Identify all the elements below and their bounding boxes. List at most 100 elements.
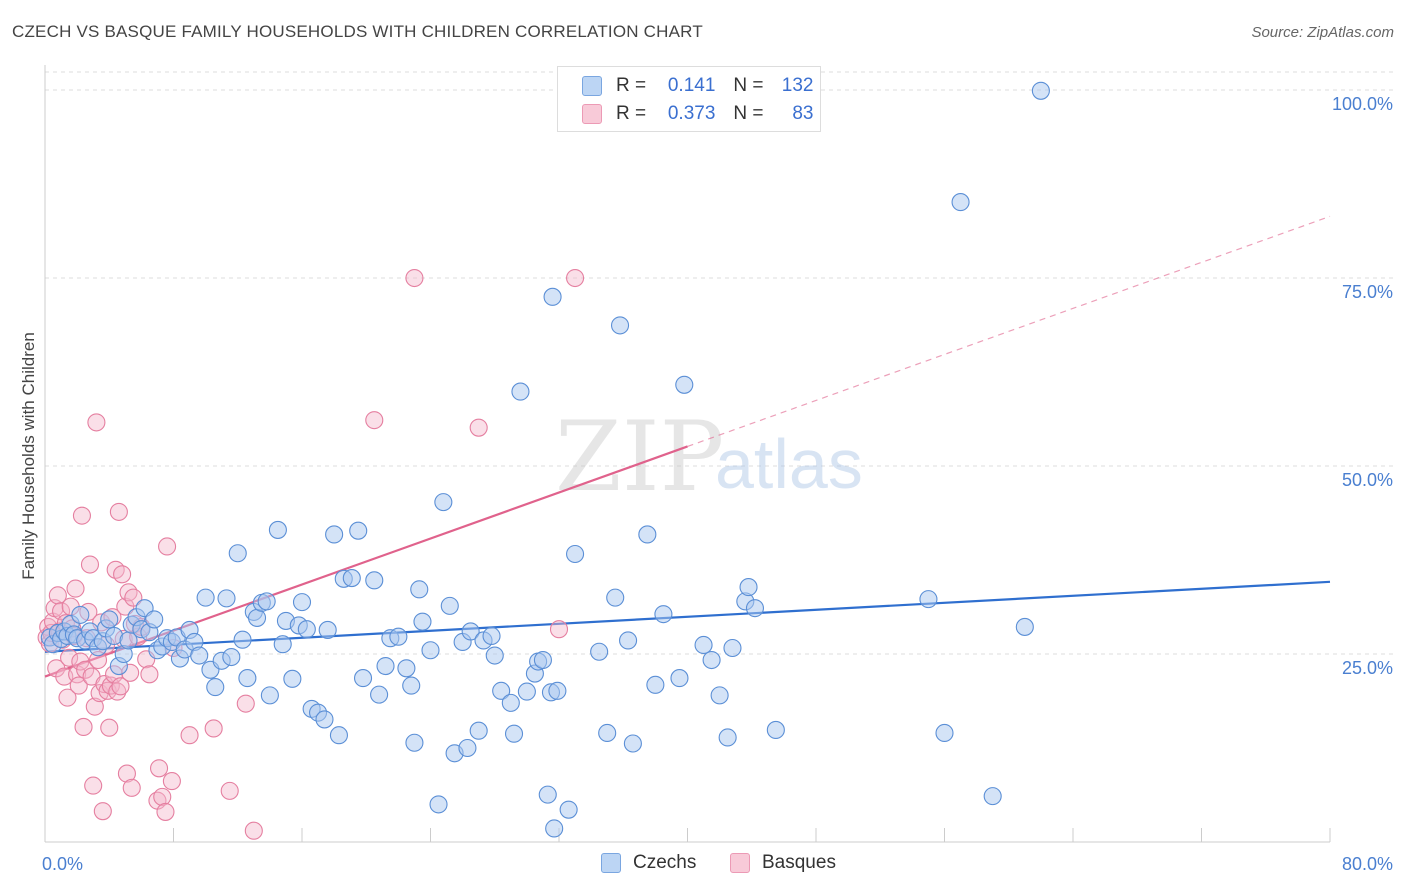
czech-point: [413, 612, 432, 631]
czech-point: [548, 681, 567, 700]
czech-point: [238, 669, 257, 688]
czech-point: [638, 525, 657, 544]
basque-point: [74, 717, 93, 737]
czech-point: [217, 589, 236, 608]
czech-point: [983, 787, 1002, 806]
legend-r-label: R =: [616, 75, 647, 96]
basque-points: [37, 268, 585, 840]
czech-point: [610, 316, 630, 335]
czech-point: [461, 622, 480, 641]
czech-point: [533, 650, 552, 670]
czech-point: [273, 635, 292, 654]
legend-n-value: 132: [781, 75, 814, 96]
y-tick-label: 50.0%: [1342, 470, 1393, 490]
czech-point: [405, 733, 424, 752]
czech-point: [440, 596, 459, 615]
basque-swatch: [582, 104, 602, 124]
basque-point: [158, 537, 177, 556]
legend-item-czechs[interactable]: Czechs: [601, 852, 696, 874]
czech-point: [402, 676, 421, 695]
czech-point: [342, 569, 361, 588]
czech-legend-swatch: [601, 853, 621, 873]
basque-point: [100, 718, 119, 737]
basque-point: [113, 565, 132, 584]
basque-point: [85, 697, 104, 716]
czech-point: [233, 630, 252, 649]
czech-point: [694, 635, 713, 655]
czech-point: [504, 724, 524, 743]
czech-point: [100, 610, 119, 629]
czech-point: [268, 520, 287, 539]
czech-point: [919, 590, 938, 609]
czech-point: [397, 659, 416, 678]
czech-point: [702, 650, 721, 670]
basque-point: [108, 682, 127, 701]
basque-point: [156, 802, 175, 821]
basque-point: [60, 648, 79, 667]
czech-point: [145, 610, 164, 629]
czech-points: [40, 81, 1050, 838]
czech-point: [606, 588, 625, 607]
czech-point: [71, 605, 90, 624]
grid-lines: [45, 71, 1395, 655]
czech-point: [458, 738, 477, 758]
czech-point: [1031, 81, 1050, 100]
czech-point: [365, 571, 384, 590]
czech-point: [501, 693, 520, 712]
czech-point: [228, 544, 247, 563]
basque-legend-swatch: [730, 853, 750, 873]
basque-point: [117, 764, 136, 783]
czech-point: [469, 721, 488, 740]
y-axis-label: Family Households with Children: [19, 332, 38, 580]
czech-point: [434, 493, 453, 512]
czech-point: [598, 723, 617, 743]
series-legend: Czechs Basques: [0, 852, 1406, 878]
czech-trend-solid: [44, 580, 1331, 653]
x-tick-label: 80.0%: [1342, 854, 1393, 874]
basque-point: [365, 411, 384, 430]
czech-point: [349, 521, 368, 540]
czech-point: [670, 669, 689, 688]
legend-item-basques[interactable]: Basques: [730, 852, 836, 874]
basque-point: [76, 660, 95, 679]
correlation-legend: R = 0.141 N = 132 R = 0.373 N = 83: [557, 66, 821, 132]
axes: [44, 65, 1331, 843]
basque-point: [244, 821, 263, 840]
basque-point: [469, 418, 488, 437]
basque-point: [405, 268, 424, 288]
basque-trend-extension: [687, 215, 1331, 448]
czech-point: [206, 678, 225, 697]
legend-n-label: N =: [733, 75, 764, 96]
czech-trend-line: [44, 580, 1331, 653]
czech-point: [511, 382, 530, 401]
basque-point: [220, 781, 239, 800]
czech-point: [646, 675, 665, 694]
basque-point: [111, 677, 130, 696]
czech-point: [196, 588, 215, 607]
czech-point: [675, 375, 694, 394]
czech-point: [429, 795, 448, 814]
czech-point: [260, 686, 279, 705]
czech-point: [325, 525, 344, 544]
legend-n-label: N =: [733, 103, 764, 124]
czech-point: [421, 641, 440, 660]
czech-point: [559, 800, 578, 819]
czech-point: [292, 593, 312, 612]
legend-r-value: 0.373: [667, 103, 716, 124]
czech-point: [545, 819, 564, 838]
czech-point: [723, 638, 742, 658]
legend-basques-label: Basques: [762, 852, 836, 873]
legend-row-basques: R = 0.373 N = 83: [582, 102, 814, 126]
legend-r-value: 0.141: [667, 75, 716, 96]
basque-point: [84, 776, 103, 795]
czech-point: [517, 682, 536, 701]
czech-point: [1015, 617, 1034, 636]
czech-point: [710, 686, 729, 705]
czech-point: [370, 685, 389, 704]
czech-point: [590, 642, 609, 661]
legend-n-value: 83: [792, 103, 814, 124]
watermark-atlas: atlas: [715, 425, 863, 503]
czech-point: [619, 631, 638, 650]
basque-point: [180, 726, 199, 745]
czech-point: [538, 785, 557, 804]
